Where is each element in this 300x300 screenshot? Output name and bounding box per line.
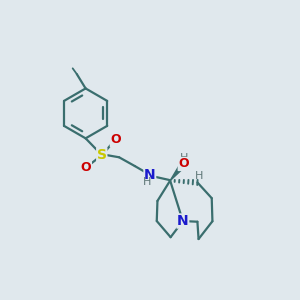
Text: O: O [178, 158, 189, 170]
Polygon shape [170, 162, 186, 181]
Text: O: O [110, 134, 121, 146]
Text: N: N [144, 168, 156, 182]
Text: S: S [97, 148, 107, 162]
Text: N: N [177, 214, 189, 228]
Text: O: O [81, 161, 92, 174]
Text: H: H [180, 152, 189, 163]
Text: H: H [143, 177, 151, 187]
Text: H: H [194, 171, 203, 182]
